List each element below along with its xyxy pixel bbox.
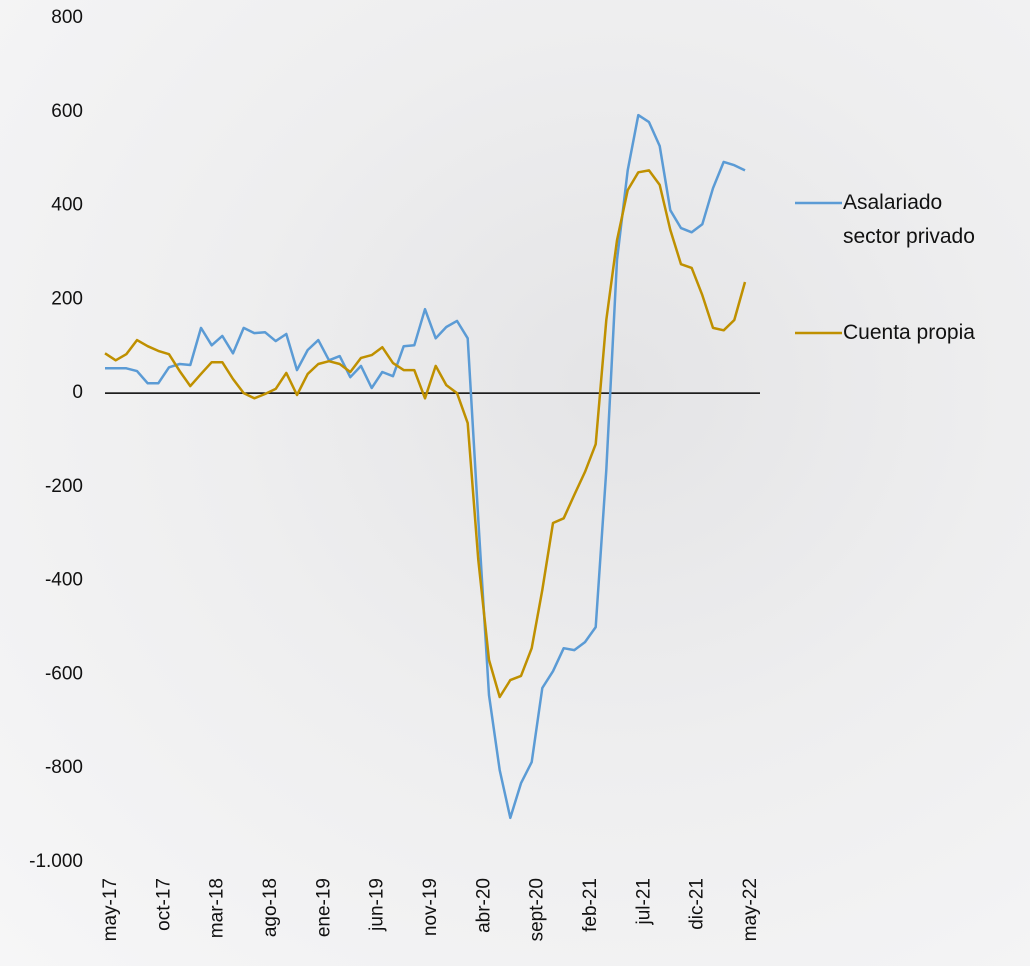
series-line	[105, 115, 745, 818]
x-tick-label: abr-20	[473, 878, 494, 933]
x-tick-label: oct-17	[153, 878, 174, 931]
y-tick-label: 0	[72, 382, 83, 403]
y-tick-label: 600	[51, 101, 83, 122]
legend-label: Asalariado sector privado	[843, 186, 1003, 254]
series-line	[105, 170, 745, 697]
y-tick-label: -600	[45, 663, 83, 684]
y-tick-label: -800	[45, 757, 83, 778]
x-tick-label: jun-19	[367, 878, 388, 932]
x-tick-label: ene-19	[313, 878, 334, 937]
x-tick-label: may-22	[740, 878, 761, 941]
y-tick-label: 800	[51, 7, 83, 28]
chart: -1.000 -800 -600 -400 -200 0 200 400 600 800 may-1…	[0, 0, 1030, 966]
x-tick-label: ago-18	[260, 878, 281, 937]
y-tick-label: -1.000	[29, 851, 83, 872]
x-tick-label: dic-21	[687, 878, 708, 930]
y-tick-label: 400	[51, 195, 83, 216]
x-tick-label: feb-21	[580, 878, 601, 932]
y-tick-label: 200	[51, 288, 83, 309]
legend-label: Cuenta propia	[843, 316, 1003, 350]
x-tick-label: jul-21	[633, 878, 654, 925]
y-tick-label: -200	[45, 476, 83, 497]
x-tick-label: nov-19	[420, 878, 441, 936]
page: -1.000 -800 -600 -400 -200 0 200 400 600 800 may-1…	[0, 0, 1030, 966]
x-tick-label: may-17	[100, 878, 121, 941]
y-tick-label: -400	[45, 570, 83, 591]
x-tick-label: mar-18	[207, 878, 228, 938]
x-tick-label: sept-20	[527, 878, 548, 941]
